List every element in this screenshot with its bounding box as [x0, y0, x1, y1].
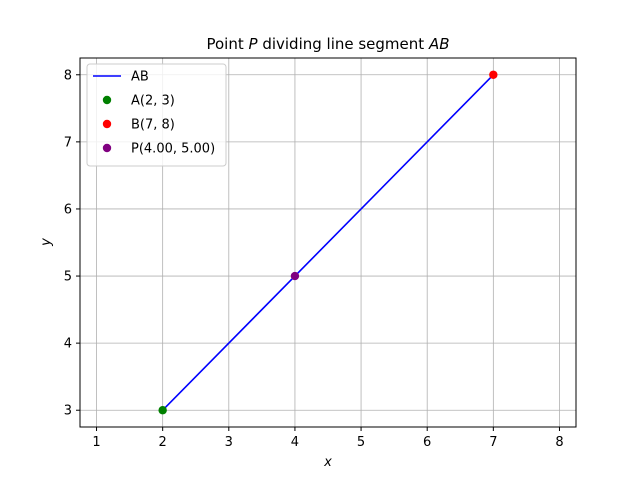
- x-tick-label: 2: [159, 435, 167, 450]
- y-tick-label: 6: [64, 202, 72, 217]
- legend-point-marker: [102, 143, 112, 153]
- x-axis-ticks: 1 2 3 4 5 6 7 8: [92, 427, 564, 450]
- x-tick-label: 8: [555, 435, 563, 450]
- y-axis-ticks: 3 4 5 6 7 8: [64, 68, 80, 419]
- x-tick-label: 6: [423, 435, 431, 450]
- legend: AB A(2, 3) B(7, 8) P(4.00, 5.00): [86, 63, 227, 167]
- y-tick-label: 7: [64, 135, 72, 150]
- y-axis-label: y: [39, 238, 54, 247]
- legend-box: [86, 63, 227, 167]
- data-point-3: [290, 271, 300, 281]
- legend-entry-label: P(4.00, 5.00): [131, 142, 215, 157]
- legend-entry-label: AB: [131, 70, 149, 85]
- x-tick-label: 4: [291, 435, 299, 450]
- plot-frame: [79, 57, 577, 428]
- legend-entry-label: B(7, 8): [131, 118, 175, 133]
- y-tick-label: 3: [64, 404, 72, 419]
- y-tick-label: 8: [64, 68, 72, 83]
- series-layer: [158, 70, 498, 415]
- series-line-ab: [162, 74, 494, 411]
- y-tick-label: 4: [64, 337, 72, 352]
- x-tick-label: 5: [357, 435, 365, 450]
- chart-title: Point P dividing line segment AB: [206, 35, 449, 53]
- x-axis-label: x: [323, 455, 332, 470]
- x-tick-label: 1: [92, 435, 100, 450]
- data-point-2: [489, 70, 498, 79]
- data-point-1: [158, 406, 167, 415]
- legend-entry-label: A(2, 3): [131, 94, 175, 109]
- legend-point-marker: [102, 119, 112, 129]
- x-tick-label: 7: [489, 435, 497, 450]
- legend-point-marker: [102, 95, 112, 105]
- y-tick-label: 5: [64, 270, 72, 285]
- x-tick-label: 3: [225, 435, 233, 450]
